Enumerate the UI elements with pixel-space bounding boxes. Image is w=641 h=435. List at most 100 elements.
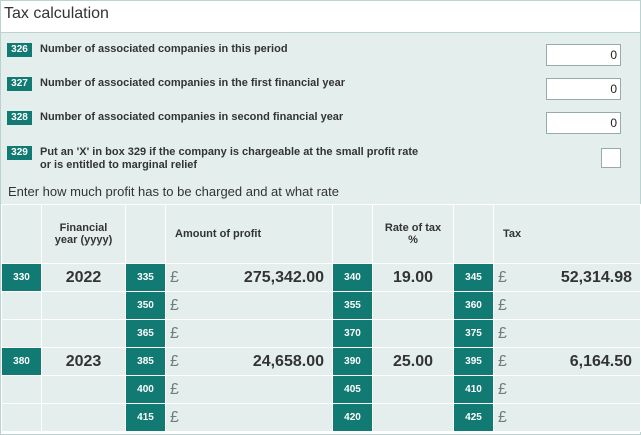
pound-sign-icon: £	[498, 380, 507, 398]
header-spacer	[332, 204, 373, 264]
header-tax: Tax	[493, 204, 641, 264]
amount-of-profit-field[interactable]: £24,658.00	[165, 347, 333, 376]
header-financial-year-line1: Financial	[59, 222, 108, 234]
amount-of-profit-field[interactable]: £	[165, 319, 333, 348]
table-header-row: Financial year (yyyy) Amount of profit R…	[1, 204, 641, 264]
amount-of-profit-field[interactable]: £	[165, 403, 333, 432]
tax-value: 6,164.50	[569, 352, 632, 370]
small-profit-rate-checkbox[interactable]	[601, 148, 621, 168]
tax-box-number: 360	[453, 291, 494, 320]
questions-section	[1, 32, 640, 204]
question-329: 329 Put an 'X' in box 329 if the company…	[7, 146, 418, 176]
financial-year-field[interactable]	[41, 375, 126, 404]
question-label: Number of associated companies in the fi…	[40, 77, 346, 89]
question-label-line1: Put an 'X' in box 329 if the company is …	[40, 146, 419, 158]
associated-companies-second-year-input[interactable]	[546, 112, 621, 134]
box-number: 328	[7, 111, 32, 125]
pound-sign-icon: £	[498, 324, 507, 342]
pound-sign-icon: £	[498, 352, 507, 370]
pound-sign-icon: £	[170, 380, 179, 398]
year-box-number: 330	[1, 263, 42, 292]
pound-sign-icon: £	[498, 268, 507, 286]
tax-box-number: 345	[453, 263, 494, 292]
tax-box-number: 410	[453, 375, 494, 404]
table-row: 400 £405 410 £	[1, 375, 641, 404]
associated-companies-first-year-input[interactable]	[546, 78, 621, 100]
tax-box-number: 425	[453, 403, 494, 432]
tax-field[interactable]: £	[493, 291, 641, 320]
question-label: Put an 'X' in box 329 if the company is …	[40, 146, 418, 172]
pound-sign-icon: £	[170, 296, 179, 314]
question-label: Number of associated companies in this p…	[40, 43, 288, 55]
table-row: 330 2022 335 £275,342.00 340 19.00 345 £52,314.…	[1, 263, 641, 292]
rate-of-tax-field[interactable]	[372, 375, 454, 404]
amount-of-profit-field[interactable]: £	[165, 375, 333, 404]
tax-field[interactable]: £	[493, 375, 641, 404]
amount-box-number: 365	[125, 319, 166, 348]
year-box-number: 380	[1, 347, 42, 376]
rate-of-tax-field[interactable]	[372, 319, 454, 348]
table-row: 350 £355 360 £	[1, 291, 641, 320]
question-327: 327 Number of associated companies in th…	[7, 77, 345, 95]
rate-of-tax-field[interactable]: 25.00	[372, 347, 454, 376]
header-financial-year: Financial year (yyyy)	[41, 204, 126, 264]
empty-cell	[1, 291, 42, 320]
amount-box-number: 415	[125, 403, 166, 432]
header-spacer	[125, 204, 166, 264]
question-label-line2: or is entitled to marginal relief	[40, 159, 198, 171]
amount-value: 275,342.00	[243, 268, 324, 286]
pound-sign-icon: £	[498, 296, 507, 314]
profit-rate-table: Financial year (yyyy) Amount of profit R…	[1, 204, 641, 432]
rate-box-number: 390	[332, 347, 373, 376]
box-number: 329	[7, 146, 32, 160]
rate-box-number: 405	[332, 375, 373, 404]
header-rate-of-tax: Rate of tax %	[372, 204, 454, 264]
header-financial-year-line2: year (yyyy)	[54, 234, 113, 246]
header-amount-of-profit: Amount of profit	[165, 204, 333, 264]
financial-year-field[interactable]: 2023	[41, 347, 126, 376]
box-number: 326	[7, 43, 32, 57]
rate-of-tax-field[interactable]	[372, 403, 454, 432]
rate-of-tax-field[interactable]	[372, 291, 454, 320]
amount-of-profit-field[interactable]: £	[165, 291, 333, 320]
page-title: Tax calculation	[4, 5, 109, 22]
rate-box-number: 420	[332, 403, 373, 432]
header-spacer	[1, 204, 42, 264]
amount-box-number: 385	[125, 347, 166, 376]
tax-box-number: 395	[453, 347, 494, 376]
tax-value: 52,314.98	[560, 268, 632, 286]
amount-box-number: 400	[125, 375, 166, 404]
empty-cell	[1, 403, 42, 432]
financial-year-field[interactable]	[41, 403, 126, 432]
amount-value: 24,658.00	[252, 352, 324, 370]
rate-box-number: 370	[332, 319, 373, 348]
financial-year-field[interactable]: 2022	[41, 263, 126, 292]
table-row: 415 £420 425 £	[1, 403, 641, 432]
rate-of-tax-field[interactable]: 19.00	[372, 263, 454, 292]
tax-field[interactable]: £6,164.50	[493, 347, 641, 376]
tax-field[interactable]: £	[493, 403, 641, 432]
financial-year-field[interactable]	[41, 291, 126, 320]
pound-sign-icon: £	[170, 324, 179, 342]
pound-sign-icon: £	[170, 268, 179, 286]
tax-field[interactable]: £52,314.98	[493, 263, 641, 292]
tax-field[interactable]: £	[493, 319, 641, 348]
amount-of-profit-field[interactable]: £275,342.00	[165, 263, 333, 292]
box-number: 327	[7, 77, 32, 91]
question-326: 326 Number of associated companies in th…	[7, 43, 288, 61]
question-328: 328 Number of associated companies in se…	[7, 111, 343, 129]
header-rate-line1: Rate of tax	[384, 222, 442, 234]
header-spacer	[453, 204, 494, 264]
financial-year-field[interactable]	[41, 319, 126, 348]
section-subheading: Enter how much profit has to be charged …	[8, 184, 339, 199]
pound-sign-icon: £	[170, 408, 179, 426]
rate-box-number: 355	[332, 291, 373, 320]
associated-companies-period-input[interactable]	[546, 44, 621, 66]
header-rate-line2: %	[408, 234, 418, 246]
empty-cell	[1, 375, 42, 404]
question-label: Number of associated companies in second…	[40, 111, 344, 123]
pound-sign-icon: £	[170, 352, 179, 370]
amount-box-number: 335	[125, 263, 166, 292]
table-body: 330 2022 335 £275,342.00 340 19.00 345 £52,314.…	[1, 263, 641, 432]
table-row: 365 £370 375 £	[1, 319, 641, 348]
